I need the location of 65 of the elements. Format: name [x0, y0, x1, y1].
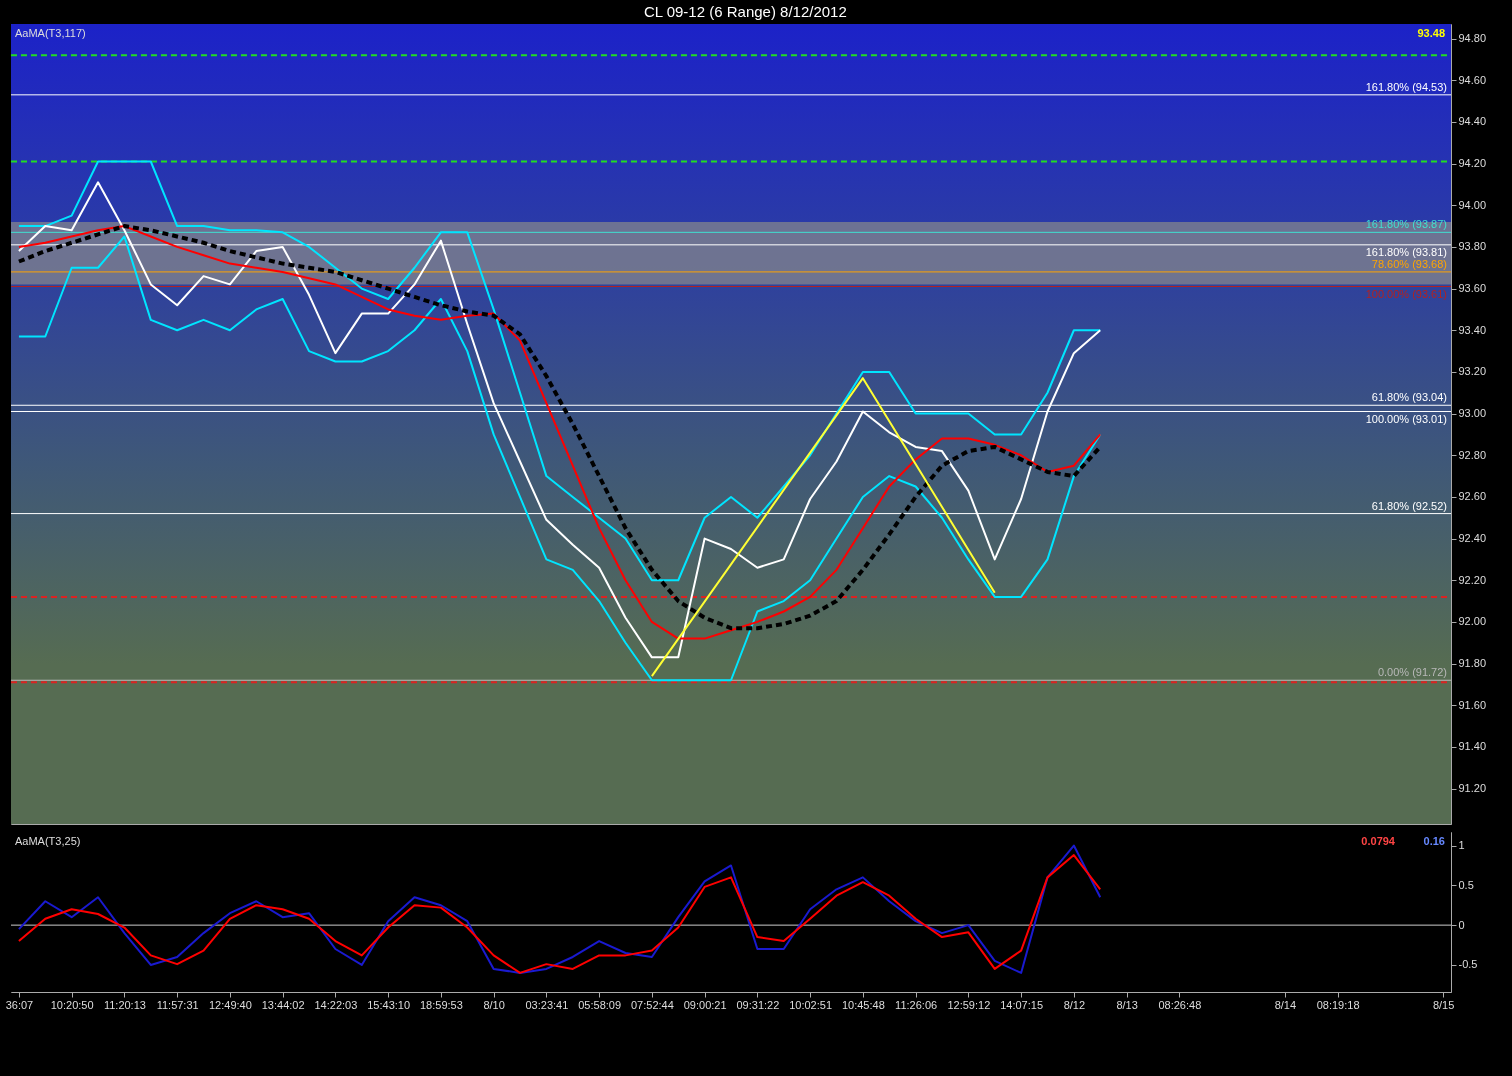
ref-line-label: 61.80% (92.52): [1371, 499, 1447, 512]
y-tick-label: 94.40: [1458, 115, 1487, 128]
y-tick-label: 94.80: [1458, 32, 1487, 45]
annotation: AaMA(T3,25): [15, 835, 81, 847]
y-tick-label: 0: [1458, 918, 1465, 931]
x-tick-label: 36:07: [5, 998, 34, 1011]
x-tick-label: 10:02:51: [789, 998, 833, 1011]
y-tick-label: 92.40: [1458, 532, 1487, 545]
x-tick-label: 14:22:03: [314, 998, 358, 1011]
x-tick-label: 08:19:18: [1316, 998, 1360, 1011]
ref-line-label: 100.00% (93.61): [1365, 287, 1447, 300]
ref-line-label: 161.80% (93.81): [1365, 245, 1447, 258]
x-tick-label: 05:58:09: [578, 998, 622, 1011]
x-tick-label: 12:59:12: [947, 998, 991, 1011]
x-tick-label: 11:26:06: [895, 998, 938, 1011]
y-tick-label: 94.00: [1458, 198, 1487, 211]
x-tick-label: 14:07:15: [1000, 998, 1044, 1011]
chart-title: CL 09-12 (6 Range) 8/12/2012: [643, 2, 847, 20]
x-tick-label: 13:44:02: [261, 998, 305, 1011]
ref-line-label: 100.00% (93.01): [1365, 412, 1447, 425]
y-tick-label: 91.80: [1458, 657, 1487, 670]
x-tick-label: 12:49:40: [208, 998, 252, 1011]
x-tick-label: 11:20:13: [103, 998, 146, 1011]
x-tick-label: 08:26:48: [1158, 998, 1202, 1011]
x-tick-label: 18:59:53: [419, 998, 463, 1011]
y-tick-label: 94.20: [1458, 157, 1487, 170]
x-tick-label: 8/15: [1432, 998, 1455, 1011]
y-tick-label: 0.5: [1458, 878, 1474, 891]
x-tick-label: 09:31:22: [736, 998, 780, 1011]
ref-line-label: 0.00% (91.72): [1377, 666, 1447, 679]
x-tick-label: 07:52:44: [630, 998, 674, 1011]
y-tick-label: 92.00: [1458, 615, 1487, 628]
y-tick-label: 93.00: [1458, 407, 1487, 420]
x-tick-label: 8/14: [1274, 998, 1297, 1011]
y-tick-label: 91.40: [1458, 740, 1487, 753]
y-tick-label: 93.20: [1458, 365, 1487, 378]
ref-line-label: 78.60% (93.68): [1371, 257, 1447, 270]
x-tick-label: 11:57:31: [156, 998, 199, 1011]
annotation: 0.16: [1423, 835, 1445, 847]
x-tick-label: 8/10: [483, 998, 505, 1011]
y-tick-label: 93.80: [1458, 240, 1487, 253]
x-tick-label: 10:45:48: [841, 998, 885, 1011]
y-tick-label: 1: [1458, 839, 1465, 852]
y-tick-label: 91.60: [1458, 698, 1487, 711]
x-tick-label: 03:23:41: [525, 998, 569, 1011]
y-tick-label: 92.20: [1458, 573, 1487, 586]
annotation: AaMA(T3,117): [15, 27, 86, 39]
ref-line-label: 61.80% (93.04): [1371, 391, 1447, 404]
y-tick-label: 93.60: [1458, 282, 1487, 295]
y-tick-label: 94.60: [1458, 73, 1487, 86]
line-series: [17, 160, 1102, 582]
x-tick-label: 09:00:21: [683, 998, 727, 1011]
y-tick-label: 91.20: [1458, 782, 1487, 795]
y-tick-label: 93.40: [1458, 323, 1487, 336]
y-tick-label: -0.5: [1458, 958, 1478, 971]
x-tick-label: 10:20:50: [50, 998, 94, 1011]
ref-line-label: 161.80% (93.87): [1365, 218, 1447, 231]
y-tick-label: 92.60: [1458, 490, 1487, 503]
ref-line-label: 161.80% (94.53): [1365, 80, 1447, 93]
x-tick-label: 8/13: [1116, 998, 1138, 1011]
annotation: 0.0794: [1361, 835, 1396, 847]
x-tick-label: 8/12: [1063, 998, 1086, 1011]
y-tick-label: 92.80: [1458, 448, 1487, 461]
x-tick-label: 15:43:10: [367, 998, 411, 1011]
annotation: 93.48: [1417, 27, 1445, 39]
